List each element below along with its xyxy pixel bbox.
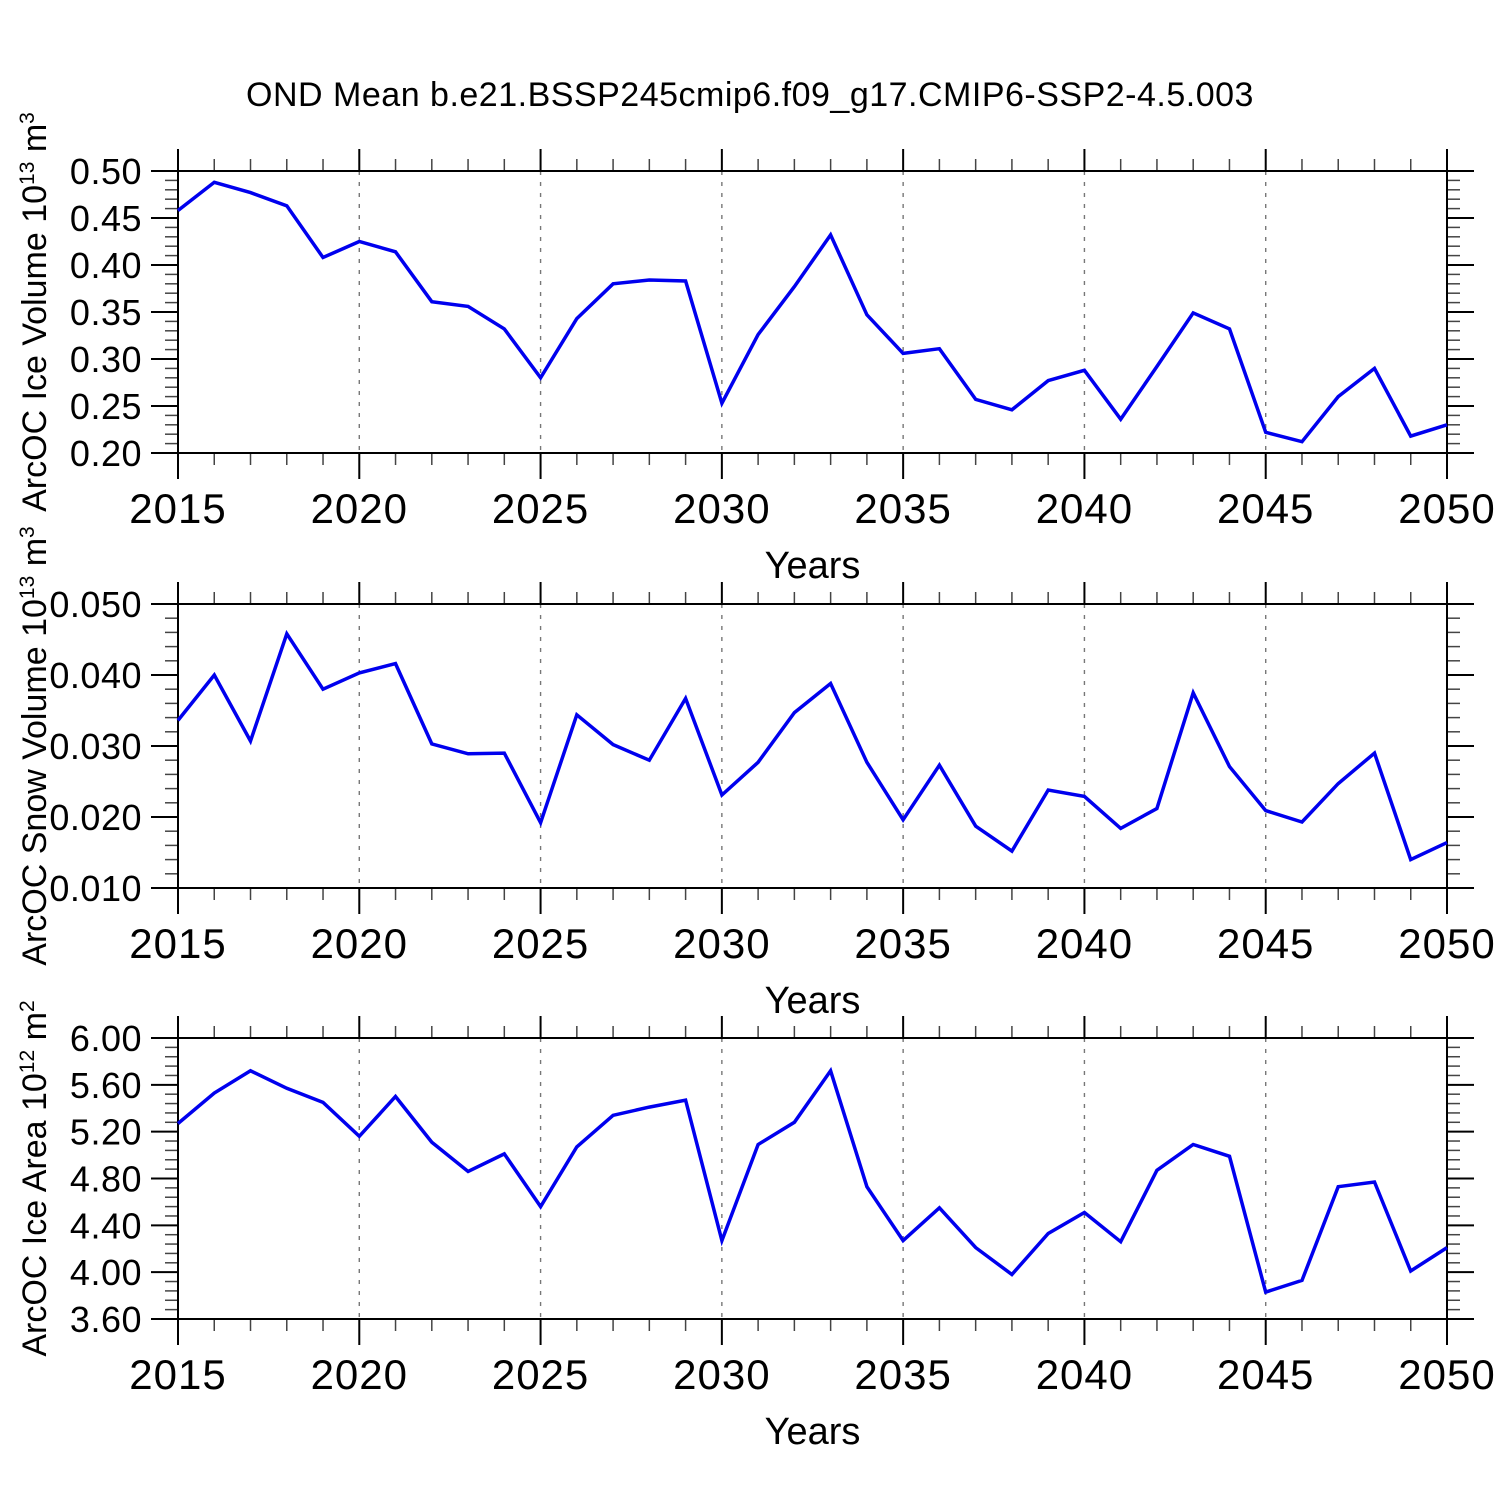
panel-3-x-tick-label: 2050 [1398, 1351, 1495, 1398]
panel-3-x-tick-label: 2015 [129, 1351, 226, 1398]
panel-1-y-tick-label: 0.30 [70, 339, 142, 380]
panel-1-y-tick-label: 0.35 [70, 292, 142, 333]
panel-3-series-line [176, 1066, 1448, 1295]
panel-3-y-axis-title: ArcOC Ice Area 1012 m2 [16, 1000, 54, 1356]
panel-3-y-tick-label: 3.60 [70, 1299, 142, 1340]
panel-1-y-tick-label: 0.50 [70, 151, 142, 192]
panel-2-x-tick-label: 2025 [492, 920, 589, 967]
panel-2-x-tick-label: 2035 [854, 920, 951, 967]
panel-3-x-tick-label: 2030 [673, 1351, 770, 1398]
panel-3-x-tick-label: 2025 [492, 1351, 589, 1398]
panel-2-y-tick-label: 0.020 [49, 797, 142, 838]
panel-2-y-tick-label: 0.010 [49, 868, 142, 909]
panel-1-x-tick-label: 2015 [129, 485, 226, 532]
panel-1-y-tick-label: 0.20 [70, 433, 142, 474]
panel-3-x-tick-label: 2045 [1217, 1351, 1314, 1398]
panel-3-x-tick-label: 2040 [1036, 1351, 1133, 1398]
panel-1-x-tick-label: 2040 [1036, 485, 1133, 532]
panel-3-frame [177, 1037, 1448, 1320]
panel-2-x-tick-label: 2050 [1398, 920, 1495, 967]
panel-2-x-tick-label: 2045 [1217, 920, 1314, 967]
panel-2-x-tick-label: 2020 [311, 920, 408, 967]
panel-1-y-tick-label: 0.40 [70, 245, 142, 286]
panel-1-x-tick-label: 2020 [311, 485, 408, 532]
panel-1-series-line [176, 180, 1448, 444]
panel-1-y-axis-title: ArcOC Ice Volume 1013 m3 [16, 112, 54, 512]
panel-2-series-line [176, 629, 1448, 863]
panel-2-x-tick-label: 2040 [1036, 920, 1133, 967]
panel-1-x-tick-label: 2035 [854, 485, 951, 532]
panel-2-x-tick-label: 2015 [129, 920, 226, 967]
panel-3-y-tick-label: 4.40 [70, 1205, 142, 1246]
panel-2-y-axis-title: ArcOC Snow Volume 1013 m3 [16, 526, 54, 965]
panel-2-frame [177, 603, 1448, 889]
panel-1-x-tick-label: 2050 [1398, 485, 1495, 532]
panel-1-y-tick-label: 0.25 [70, 386, 142, 427]
panel-3-y-tick-label: 5.60 [70, 1065, 142, 1106]
panel-3-y-tick-label: 5.20 [70, 1112, 142, 1153]
panel-2-y-tick-label: 0.030 [49, 726, 142, 767]
panel-2-y-tick-label: 0.050 [49, 584, 142, 625]
panel-3-y-tick-label: 6.00 [70, 1018, 142, 1059]
panel-1-x-tick-label: 2045 [1217, 485, 1314, 532]
panel-3-y-tick-label: 4.00 [70, 1252, 142, 1293]
panel-1-x-axis-title: Years [765, 545, 861, 587]
panel-3-x-tick-label: 2020 [311, 1351, 408, 1398]
panel-2-y-tick-label: 0.040 [49, 655, 142, 696]
panel-3-x-axis-title: Years [765, 1411, 861, 1453]
panel-1-x-tick-label: 2025 [492, 485, 589, 532]
panel-3-y-tick-label: 4.80 [70, 1159, 142, 1200]
panel-2-x-axis-title: Years [765, 980, 861, 1022]
chart-title: OND Mean b.e21.BSSP245cmip6.f09_g17.CMIP… [246, 76, 1254, 114]
panel-2-x-tick-label: 2030 [673, 920, 770, 967]
panel-3-x-tick-label: 2035 [854, 1351, 951, 1398]
panel-1-y-tick-label: 0.45 [70, 198, 142, 239]
panel-1-x-tick-label: 2030 [673, 485, 770, 532]
panel-1-frame [177, 170, 1448, 454]
